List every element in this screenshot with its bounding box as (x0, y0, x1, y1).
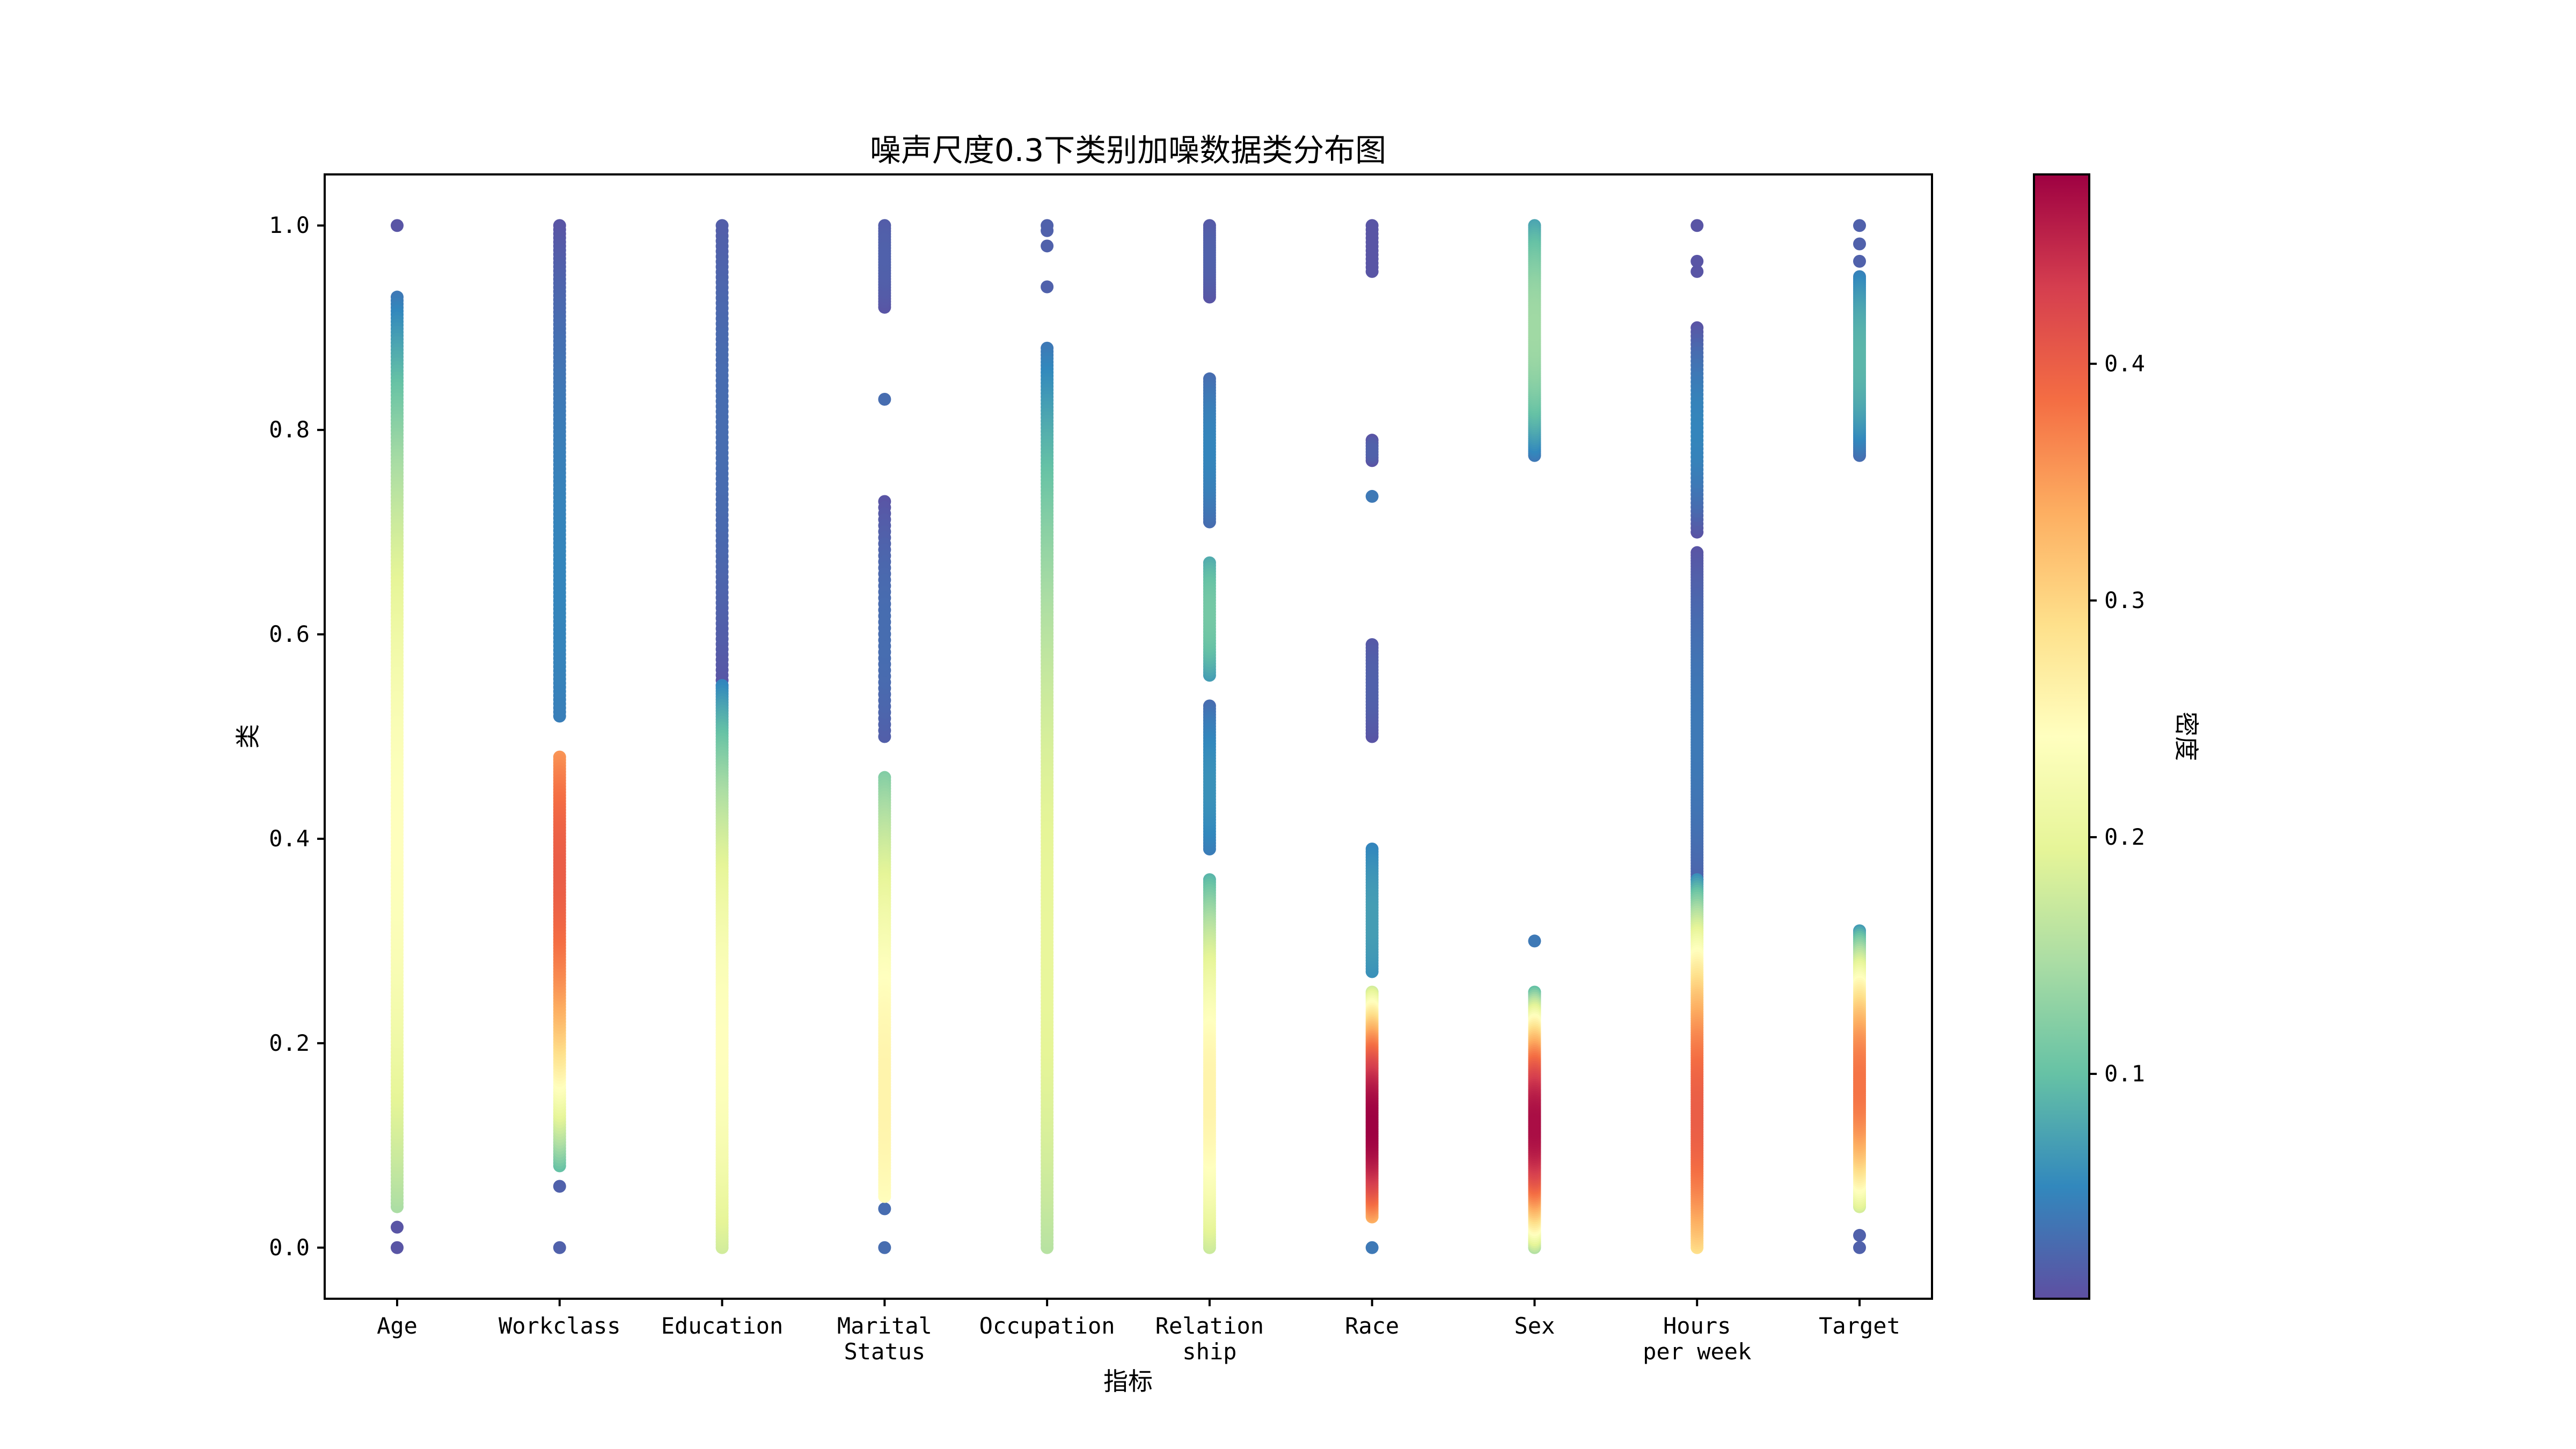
x-tick-label: Education (661, 1313, 784, 1339)
data-point (553, 1241, 566, 1254)
data-point (553, 1180, 566, 1193)
x-tick-label: Status (844, 1338, 925, 1365)
colorbar-label: 密度 (2172, 712, 2201, 761)
data-point (553, 577, 566, 591)
data-point (1690, 1109, 1704, 1122)
data-point (1690, 254, 1704, 268)
colorbar-ticks: 0.1 0.2 0.3 0.4 (2089, 350, 2145, 1087)
data-point (1041, 280, 1054, 294)
data-point (1365, 915, 1379, 928)
colorbar-tick-label: 0.3 (2104, 587, 2145, 613)
y-tick-label: 0.0 (269, 1234, 310, 1261)
data-point (1203, 781, 1216, 794)
data-point (1853, 1241, 1866, 1254)
data-point (1690, 730, 1704, 743)
data-point (1853, 1228, 1866, 1242)
data-point (391, 1241, 404, 1254)
data-point (1365, 489, 1379, 503)
y-axis-ticks: 0.0 0.2 0.4 0.6 0.8 1.0 (269, 212, 325, 1261)
data-point (391, 831, 404, 845)
colorbar-tick-label: 0.2 (2104, 824, 2145, 850)
data-point (1203, 608, 1216, 621)
data-point (878, 250, 891, 264)
chart-title: 噪声尺度0.3下类别加噪数据类分布图 (870, 132, 1386, 169)
x-tick-label: Occupation (979, 1313, 1115, 1339)
data-point (1041, 219, 1054, 232)
data-point (1853, 219, 1866, 232)
x-tick-label: Workclass (499, 1313, 621, 1339)
data-point (878, 1088, 891, 1102)
data-point (878, 627, 891, 641)
y-axis-label: 类 (233, 724, 262, 749)
x-tick-label: Relation (1155, 1313, 1264, 1339)
data-point (1853, 237, 1866, 251)
data-point (1365, 1118, 1379, 1131)
colorbar (2033, 173, 2090, 1300)
data-point (1365, 1241, 1379, 1254)
colorbar-tick-label: 0.4 (2104, 350, 2145, 377)
data-point (1690, 421, 1704, 435)
x-tick-label: per week (1643, 1338, 1751, 1365)
colorbar-tick-label: 0.1 (2104, 1060, 2145, 1087)
data-point (391, 219, 404, 232)
data-point (1853, 352, 1866, 365)
data-point (878, 1241, 891, 1254)
data-point (715, 426, 729, 439)
y-tick-label: 0.4 (269, 825, 310, 852)
data-point (1041, 935, 1054, 949)
y-tick-label: 0.8 (269, 416, 310, 443)
data-point (878, 1202, 891, 1216)
y-tick-label: 0.2 (269, 1030, 310, 1056)
data-point (1690, 265, 1704, 278)
data-point (1690, 219, 1704, 232)
x-tick-label: Target (1819, 1313, 1900, 1339)
data-points (391, 219, 1866, 1254)
x-tick-label: Hours (1663, 1313, 1731, 1339)
x-tick-label: Marital (837, 1313, 932, 1339)
x-axis-label: 指标 (1103, 1367, 1153, 1396)
plot-frame (324, 173, 1933, 1300)
data-point (1853, 254, 1866, 268)
y-tick-label: 1.0 (269, 212, 310, 238)
data-point (1041, 239, 1054, 253)
data-point (1528, 934, 1541, 948)
data-point (1365, 442, 1379, 456)
data-point (1203, 1087, 1216, 1101)
y-tick-label: 0.6 (269, 621, 310, 647)
x-tick-label: Race (1345, 1313, 1399, 1339)
x-tick-label: Age (377, 1313, 418, 1339)
data-point (1203, 248, 1216, 262)
x-tick-label: ship (1182, 1338, 1236, 1365)
data-point (553, 862, 566, 875)
data-point (1203, 442, 1216, 456)
data-point (1853, 1078, 1866, 1092)
data-point (715, 1037, 729, 1051)
data-point (1528, 320, 1541, 333)
x-tick-label: Sex (1514, 1313, 1555, 1339)
data-point (878, 393, 891, 406)
data-point (1365, 679, 1379, 692)
data-point (391, 1220, 404, 1234)
data-point (1365, 219, 1379, 232)
data-point (1528, 1118, 1541, 1131)
